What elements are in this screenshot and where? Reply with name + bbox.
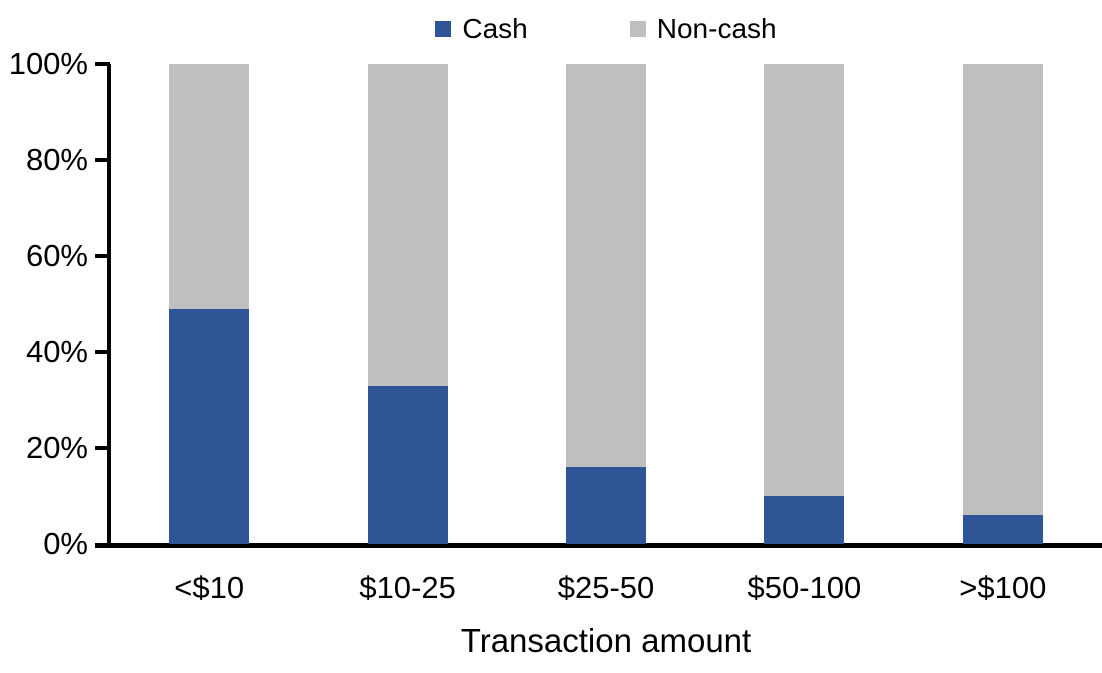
x-axis-tick-label: >$100 [959,570,1047,605]
legend-item: Cash [435,13,528,44]
y-axis-tick [95,350,110,354]
bar-segment-cash [962,515,1043,544]
y-axis-tick-label: 40% [25,334,88,369]
bar-segment-cash [764,496,845,544]
y-axis-tick [95,158,110,162]
bar-segment-cash [367,386,448,544]
x-axis-tick-label: $50-100 [747,570,862,605]
x-axis-tick-label: $25-50 [557,570,655,605]
bar-segment-noncash [764,64,845,496]
legend: Cash Non-cash [110,10,1102,48]
x-axis-line [95,543,1102,548]
legend-item: Non-cash [629,13,777,44]
bar-segment-noncash [962,64,1043,515]
legend-label: Non-cash [656,13,777,44]
y-axis-tick-label: 80% [25,142,88,177]
y-axis-tick-label: 60% [25,238,88,273]
x-axis-tick-label: $10-25 [359,570,456,605]
y-axis-tick [95,446,110,450]
bar-segment-noncash [169,64,250,309]
bar-segment-noncash [367,64,448,386]
y-axis-tick [95,62,110,66]
y-axis-tick-label: 0% [43,526,88,561]
y-axis-tick-label: 100% [8,46,88,81]
y-axis-tick-label: 20% [25,430,88,465]
legend-swatch-icon [435,21,452,37]
legend-swatch-icon [629,21,646,37]
y-axis-line [107,64,111,544]
y-axis-tick [95,254,110,258]
bar-segment-cash [169,309,250,544]
bar-segment-noncash [566,64,646,467]
bar-segment-cash [566,467,646,544]
x-axis-title: Transaction amount [460,622,752,659]
x-axis-tick-label: <$10 [174,570,245,605]
legend-label: Cash [462,13,528,44]
